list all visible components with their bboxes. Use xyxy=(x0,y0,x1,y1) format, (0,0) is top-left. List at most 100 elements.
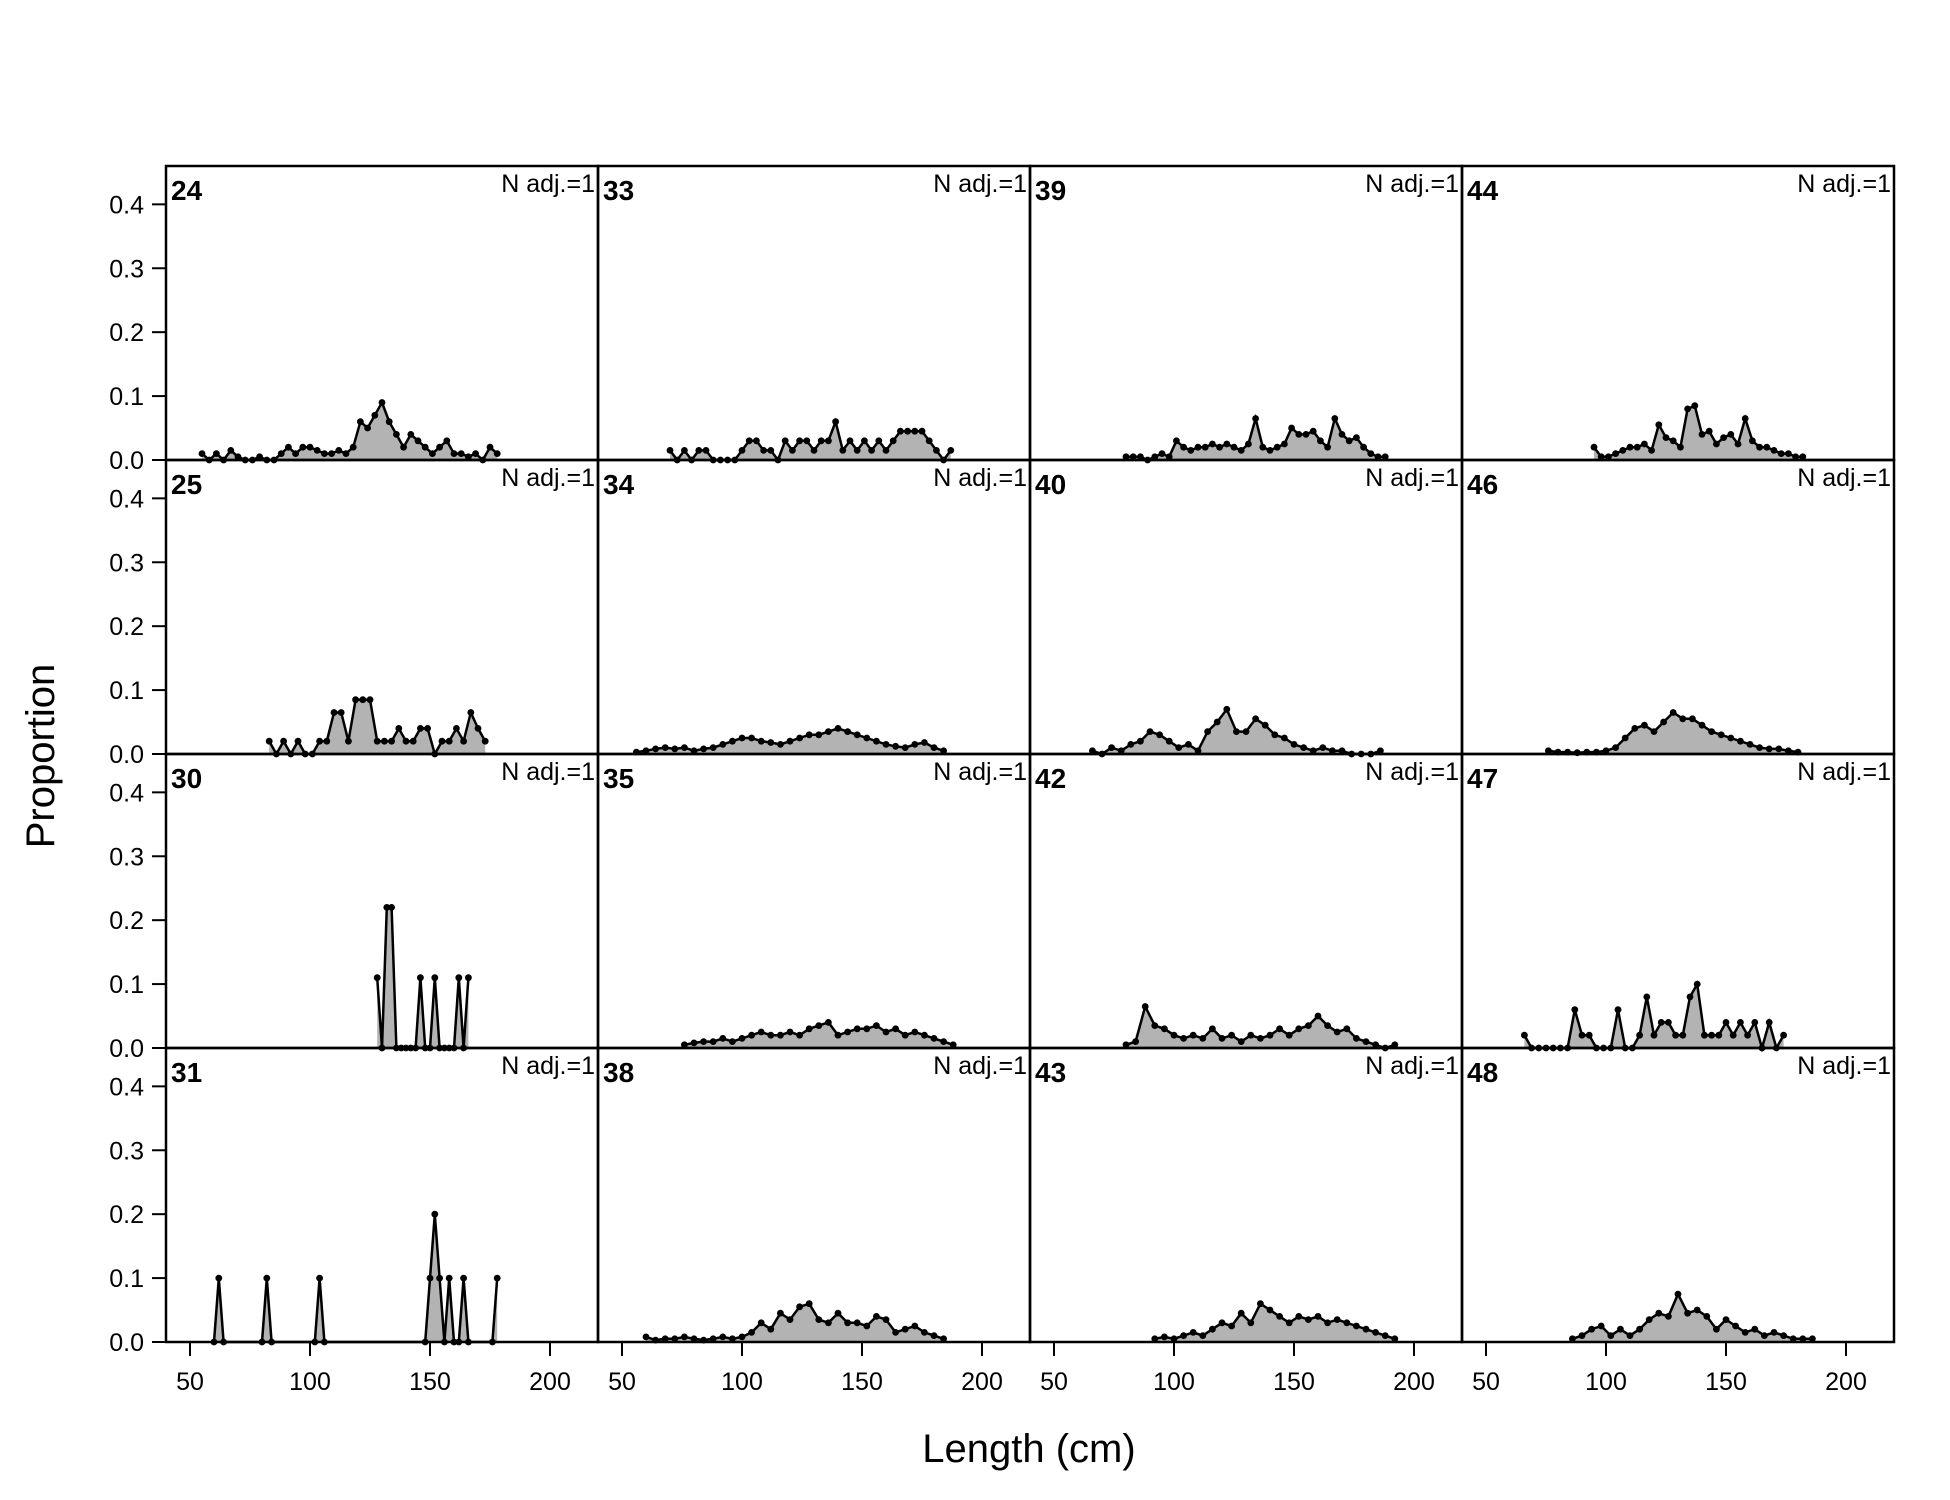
data-point xyxy=(1780,1332,1787,1339)
data-point xyxy=(1756,744,1763,751)
panel-label: 31 xyxy=(171,1057,202,1088)
data-point xyxy=(227,447,235,454)
data-point xyxy=(1117,747,1125,755)
data-point xyxy=(671,745,679,753)
n-adj-annotation: N adj.=1 xyxy=(1365,758,1459,786)
panel-frame xyxy=(1028,458,1464,756)
data-point xyxy=(1693,980,1701,988)
data-point xyxy=(889,437,897,445)
data-point xyxy=(1734,440,1742,448)
data-point xyxy=(335,447,343,454)
data-point xyxy=(1693,1306,1701,1314)
data-point xyxy=(1180,1035,1187,1042)
data-point xyxy=(786,1316,794,1323)
x-tick-label: 200 xyxy=(1825,1368,1867,1396)
data-point xyxy=(1228,1031,1235,1039)
panel-frame xyxy=(596,752,1032,1050)
data-point xyxy=(1345,437,1353,445)
panel-48: 48 N adj.=1 xyxy=(1460,1046,1896,1344)
data-point xyxy=(395,725,403,732)
data-point xyxy=(911,741,919,748)
data-point xyxy=(1259,443,1267,451)
data-point xyxy=(1199,1332,1207,1339)
data-point xyxy=(1266,1031,1274,1039)
n-adj-annotation: N adj.=1 xyxy=(933,464,1027,492)
data-point xyxy=(1295,1313,1303,1320)
panel-43: 43 N adj.=1 xyxy=(1028,1046,1464,1344)
data-point xyxy=(796,437,803,445)
data-point xyxy=(1367,450,1375,457)
y-tick-label: 0.4 xyxy=(109,485,144,513)
data-point xyxy=(1295,431,1303,438)
data-point xyxy=(1288,424,1295,432)
data-point xyxy=(285,443,292,451)
data-point xyxy=(316,1274,323,1282)
data-point xyxy=(1362,1325,1370,1333)
data-point xyxy=(431,1210,439,1218)
data-point xyxy=(1151,1335,1159,1343)
y-tick-label: 0.1 xyxy=(109,677,144,705)
data-point xyxy=(781,437,789,445)
data-point xyxy=(364,424,371,432)
data-point xyxy=(844,1028,851,1036)
data-point xyxy=(1381,1332,1389,1339)
panel-39: 39 N adj.=1 xyxy=(1028,164,1464,464)
data-point xyxy=(1305,1316,1312,1323)
data-point xyxy=(868,447,875,454)
data-point xyxy=(421,443,429,451)
data-point xyxy=(455,974,463,982)
data-point xyxy=(911,427,919,435)
data-point xyxy=(1161,1025,1168,1033)
data-point xyxy=(388,904,395,911)
n-adj-annotation: N adj.=1 xyxy=(1797,170,1891,198)
y-tick-label: 0.0 xyxy=(109,741,144,769)
data-point xyxy=(681,1333,688,1341)
data-point xyxy=(844,1319,851,1327)
data-point xyxy=(1314,1012,1322,1020)
area-fill xyxy=(670,421,951,460)
data-point xyxy=(1669,709,1677,716)
panel-label: 40 xyxy=(1035,469,1066,500)
data-point xyxy=(1746,741,1754,748)
data-point xyxy=(1770,1329,1778,1336)
data-point xyxy=(417,725,424,732)
data-point xyxy=(882,447,890,454)
data-point xyxy=(1089,747,1096,755)
data-point xyxy=(1170,1335,1178,1343)
panel-label: 38 xyxy=(603,1057,634,1088)
data-point xyxy=(1372,1041,1379,1049)
x-axis-title: Length (cm) xyxy=(922,1427,1135,1471)
data-point xyxy=(834,1309,842,1317)
data-point xyxy=(810,447,818,454)
data-point xyxy=(805,1300,813,1308)
data-point xyxy=(1684,405,1691,413)
data-point xyxy=(1137,453,1144,461)
data-point xyxy=(352,696,359,704)
x-tick-label: 150 xyxy=(409,1368,451,1396)
data-point xyxy=(407,431,415,438)
data-point xyxy=(1173,437,1180,445)
data-point xyxy=(892,742,899,750)
x-tick-label: 200 xyxy=(529,1368,571,1396)
area-fill xyxy=(1548,712,1798,754)
data-point xyxy=(642,1333,650,1341)
x-tick-label: 150 xyxy=(1273,1368,1315,1396)
data-point xyxy=(445,737,453,745)
panel-label: 44 xyxy=(1467,175,1499,206)
y-axis: 0.0 0.1 0.2 0.3 0.4 0.0 0.1 0.2 0.3 0.4 0.0 0.1 0.2 0… xyxy=(109,191,167,1357)
data-point xyxy=(1185,741,1192,748)
data-point xyxy=(1302,431,1310,438)
panel-label: 25 xyxy=(171,469,202,500)
data-point xyxy=(1158,450,1166,457)
data-point xyxy=(1698,721,1706,729)
data-point xyxy=(846,437,854,445)
n-adj-annotation: N adj.=1 xyxy=(1365,1052,1459,1080)
data-point xyxy=(402,737,410,745)
data-point xyxy=(1343,1319,1351,1327)
data-point xyxy=(863,1322,871,1330)
data-point xyxy=(892,1025,899,1033)
data-point xyxy=(215,1274,223,1282)
data-point xyxy=(803,437,811,445)
data-point xyxy=(1290,741,1298,748)
data-point xyxy=(863,734,871,742)
